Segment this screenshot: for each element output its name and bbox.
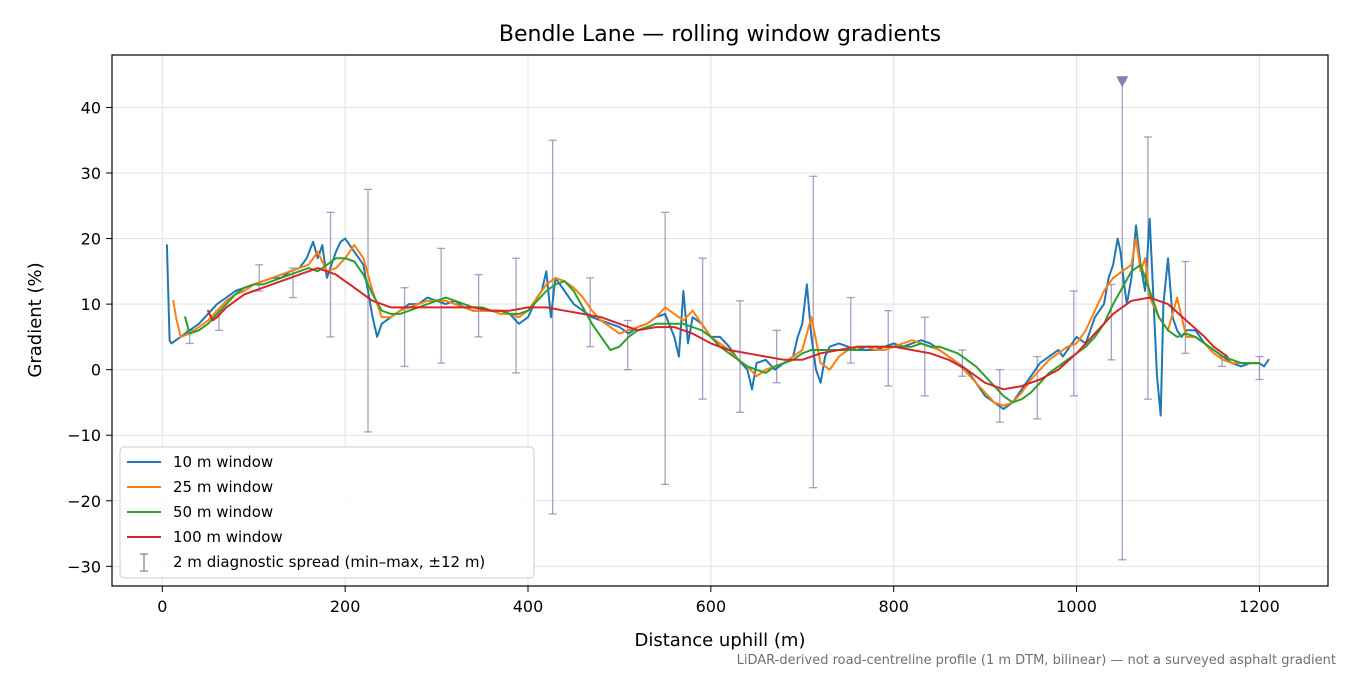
legend-swatch-spread <box>140 553 148 572</box>
x-tick-label: 200 <box>330 597 361 616</box>
spread-errorbar <box>548 139 557 515</box>
spread-errorbar <box>1118 80 1127 561</box>
legend-label-50m: 50 m window <box>173 503 273 521</box>
y-tick-label: 10 <box>81 295 101 314</box>
x-axis-ticks: 0 200 400 600 800 1000 1200 <box>157 586 1280 616</box>
x-tick-label: 0 <box>157 597 167 616</box>
y-tick-label: −10 <box>67 426 101 445</box>
legend-label-25m: 25 m window <box>173 478 273 496</box>
legend: 10 m window 25 m window 50 m window 100 … <box>119 446 535 579</box>
spread-errorbar <box>698 257 707 400</box>
series-line-2 <box>172 237 1261 407</box>
y-tick-label: 20 <box>81 230 101 249</box>
footnote: LiDAR-derived road-centreline profile (1… <box>737 653 1336 668</box>
spread-errorbar <box>400 287 409 368</box>
spread-errorbar <box>661 211 670 486</box>
spread-max-marker <box>1116 76 1129 88</box>
x-tick-label: 600 <box>696 597 727 616</box>
spread-errorbar <box>772 329 781 384</box>
legend-label-100m: 100 m window <box>173 528 283 546</box>
spread-errorbar <box>1181 260 1190 354</box>
y-axis-title: Gradient (%) <box>25 262 46 377</box>
spread-errorbar <box>920 316 929 397</box>
spread-errorbar <box>364 188 372 433</box>
x-tick-label: 800 <box>878 597 909 616</box>
chart-title: Bendle Lane — rolling window gradients <box>499 22 941 47</box>
y-tick-label: −20 <box>67 492 101 511</box>
y-tick-label: −30 <box>67 557 101 576</box>
y-axis-ticks: −30 −20 −10 0 10 20 30 40 <box>67 98 112 576</box>
spread-errorbar <box>1107 283 1116 361</box>
spread-errorbar <box>1143 136 1152 400</box>
y-tick-label: 0 <box>91 361 101 380</box>
series-line-4 <box>207 267 1229 391</box>
spread-errorbar <box>623 319 632 371</box>
legend-box <box>119 446 535 579</box>
spread-errorbar <box>846 296 855 364</box>
spread-errorbar <box>809 175 818 489</box>
legend-label-10m: 10 m window <box>173 453 273 471</box>
y-tick-label: 30 <box>81 164 101 183</box>
spread-errorbar <box>995 369 1004 423</box>
x-axis-title: Distance uphill (m) <box>635 630 806 651</box>
spread-errorbar <box>437 247 446 364</box>
spread-errorbar <box>736 300 745 413</box>
y-tick-label: 40 <box>81 98 101 117</box>
spread-errorbar <box>474 273 483 338</box>
spread-errorbar <box>1255 355 1264 381</box>
spread-errorbar <box>586 277 595 348</box>
series-lines <box>165 217 1270 417</box>
spread-errorbar <box>326 211 335 338</box>
grid-lines <box>112 55 1328 586</box>
x-tick-label: 400 <box>513 597 544 616</box>
series-line-1 <box>165 217 1270 417</box>
legend-label-spread: 2 m diagnostic spread (min–max, ±12 m) <box>173 553 485 571</box>
plot-frame <box>111 54 1329 587</box>
spread-errorbar <box>958 349 967 377</box>
x-tick-label: 1200 <box>1239 597 1280 616</box>
x-tick-label: 1000 <box>1056 597 1097 616</box>
